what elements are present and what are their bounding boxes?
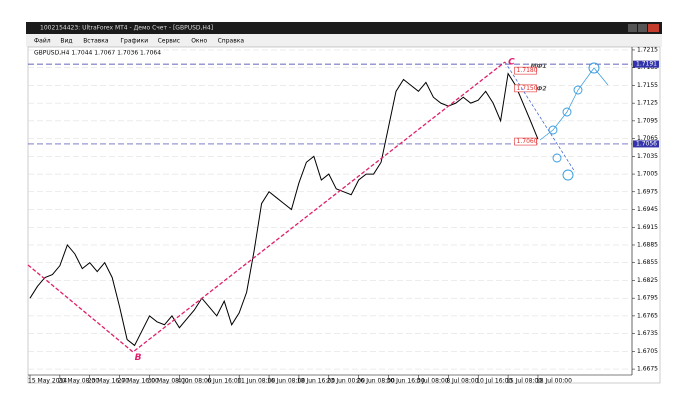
y-tick-label: 1.6945 — [637, 206, 658, 213]
y-tick-label: 1.7155 — [637, 82, 658, 89]
x-tick-label: 4 Jun 08:00 — [177, 378, 211, 385]
annotation: 1.7150 — [517, 85, 538, 92]
y-tick-label: 1.6795 — [637, 295, 658, 302]
forecast-point — [562, 107, 572, 117]
y-tick-label: 1.6825 — [637, 277, 658, 284]
minimize[interactable] — [628, 24, 637, 32]
wave-line — [27, 61, 506, 353]
y-tick-label: 1.6705 — [637, 348, 658, 355]
maximize[interactable] — [638, 24, 647, 32]
y-tick-label: 1.7185 — [637, 64, 658, 71]
y-tick-label: 1.6915 — [637, 224, 658, 231]
x-tick-label: 15 May 2014 — [28, 378, 67, 385]
y-tick-label: 1.6765 — [637, 312, 658, 319]
price-box — [514, 137, 537, 146]
y-tick-label: 1.7035 — [637, 153, 658, 160]
forecast-points — [548, 62, 600, 181]
menu-item[interactable]: Сервис — [158, 38, 180, 45]
y-tick-label: 1.6735 — [637, 330, 658, 337]
x-tick-label: 3 Jul 08:00 — [416, 378, 448, 385]
plot: 1.6675 1.6705 1.6735 1.6765 1.6795 1.6825 1.68… — [28, 46, 659, 385]
x-tick-label: 10 Jul 16:00 — [476, 378, 512, 385]
x-tick-label: 23 Jun 00:00 — [327, 378, 365, 385]
x-tick-label: 30 Jun 16:00 — [387, 378, 425, 385]
y-tick-label: 1.7095 — [637, 117, 658, 124]
y-tick-label: 1.6675 — [637, 366, 658, 373]
level-tag — [633, 60, 659, 68]
menu: Файл Вид Вставка Графики Сервис Окно Справка — [34, 38, 244, 45]
menu-item[interactable]: Окно — [191, 38, 207, 45]
level-label: 1.7056 — [636, 140, 657, 147]
price-box — [514, 84, 537, 93]
y-tick-label: 1.6855 — [637, 259, 658, 266]
projection-line — [504, 61, 576, 173]
forecast-point — [548, 125, 558, 135]
y-tick-label: 1.7215 — [637, 46, 658, 53]
x-tick-label: 8 Jul 08:00 — [446, 378, 478, 385]
x-tick-label: 16 Jun 08:00 — [267, 378, 305, 385]
level-tag — [633, 140, 659, 148]
close[interactable] — [648, 24, 659, 32]
title-bar — [26, 22, 662, 34]
chart-header: GBPUSD,H4 1.7044 1.7067 1.7036 1.7064 — [34, 50, 161, 57]
y-tick-label: 1.7005 — [637, 171, 658, 178]
menu-item[interactable]: Графики — [120, 38, 148, 45]
annotation: B — [135, 353, 142, 363]
chart-window — [27, 46, 661, 384]
annotation: 1.7180 — [517, 67, 538, 74]
price-box — [514, 66, 537, 75]
annotation: C — [508, 57, 515, 67]
x-tick-label: 6 Jun 16:00 — [207, 378, 241, 385]
x-tick-label: 26 Jun 08:00 — [357, 378, 395, 385]
annotation: 1.7060 — [517, 138, 538, 145]
menu-item[interactable]: Справка — [218, 38, 245, 45]
y-tick-label: 1.6885 — [637, 241, 658, 248]
x-tick-label: 11 Jun 08:00 — [237, 378, 275, 385]
x-tick-label: 23 May 16:00 — [88, 378, 129, 385]
menu-item[interactable]: Файл — [34, 38, 51, 45]
level-label: 1.7191 — [636, 61, 657, 68]
x-tick-label: 20 May 08:00 — [58, 378, 99, 385]
x-tick-label: 27 May 16:00 — [118, 378, 159, 385]
menu-bar — [26, 34, 662, 47]
menu-item[interactable]: Вставка — [83, 38, 109, 45]
price-line — [29, 72, 539, 347]
y-tick-label: 1.7125 — [637, 100, 658, 107]
x-tick-label: 18 Jun 16:00 — [297, 378, 335, 385]
forecast-point — [573, 85, 583, 95]
window-title: 1002154423: UltraForex MT4 - Демо Счет -… — [40, 25, 213, 32]
forecast-point — [588, 62, 600, 74]
forecast-point — [552, 153, 562, 163]
x-tick-label: 30 May 08:00 — [148, 378, 189, 385]
menu-item[interactable]: Вид — [60, 38, 72, 45]
forecast-point — [562, 169, 574, 181]
y-tick-label: 1.7065 — [637, 135, 658, 142]
x-tick-label: 18 Jul 00:00 — [536, 378, 572, 385]
annotation: МФ2 — [530, 85, 546, 92]
annotation: МФ1 — [530, 63, 546, 70]
x-tick-label: 15 Jul 08:00 — [506, 378, 542, 385]
y-tick-label: 1.6975 — [637, 188, 658, 195]
forecast-path — [539, 67, 609, 141]
